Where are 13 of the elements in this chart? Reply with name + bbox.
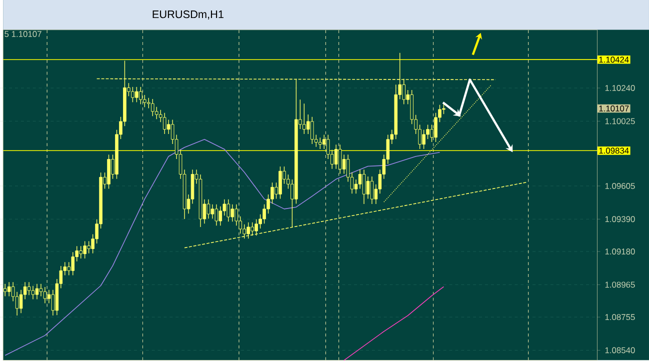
y-tick-label: 1.08540 [605, 347, 635, 354]
y-tick-label: 1.08965 [605, 282, 635, 288]
y-tick-label: 1.09390 [605, 216, 635, 222]
ref-line-label: 1.10424 [599, 56, 629, 63]
ref-line-label: 1.09834 [599, 148, 629, 154]
y-tick-label: 1.10240 [605, 85, 635, 92]
text: 1.10107 [599, 106, 629, 112]
y-tick-label: 1.10025 [605, 118, 635, 124]
y-tick-label: 1.09605 [605, 183, 635, 190]
annotation: 5 1.10107 [4, 31, 42, 38]
y-tick-label: 1.08755 [605, 314, 635, 320]
chart-title: EURUSDm,H1 [152, 10, 224, 20]
y-tick-label: 1.09180 [605, 248, 635, 255]
